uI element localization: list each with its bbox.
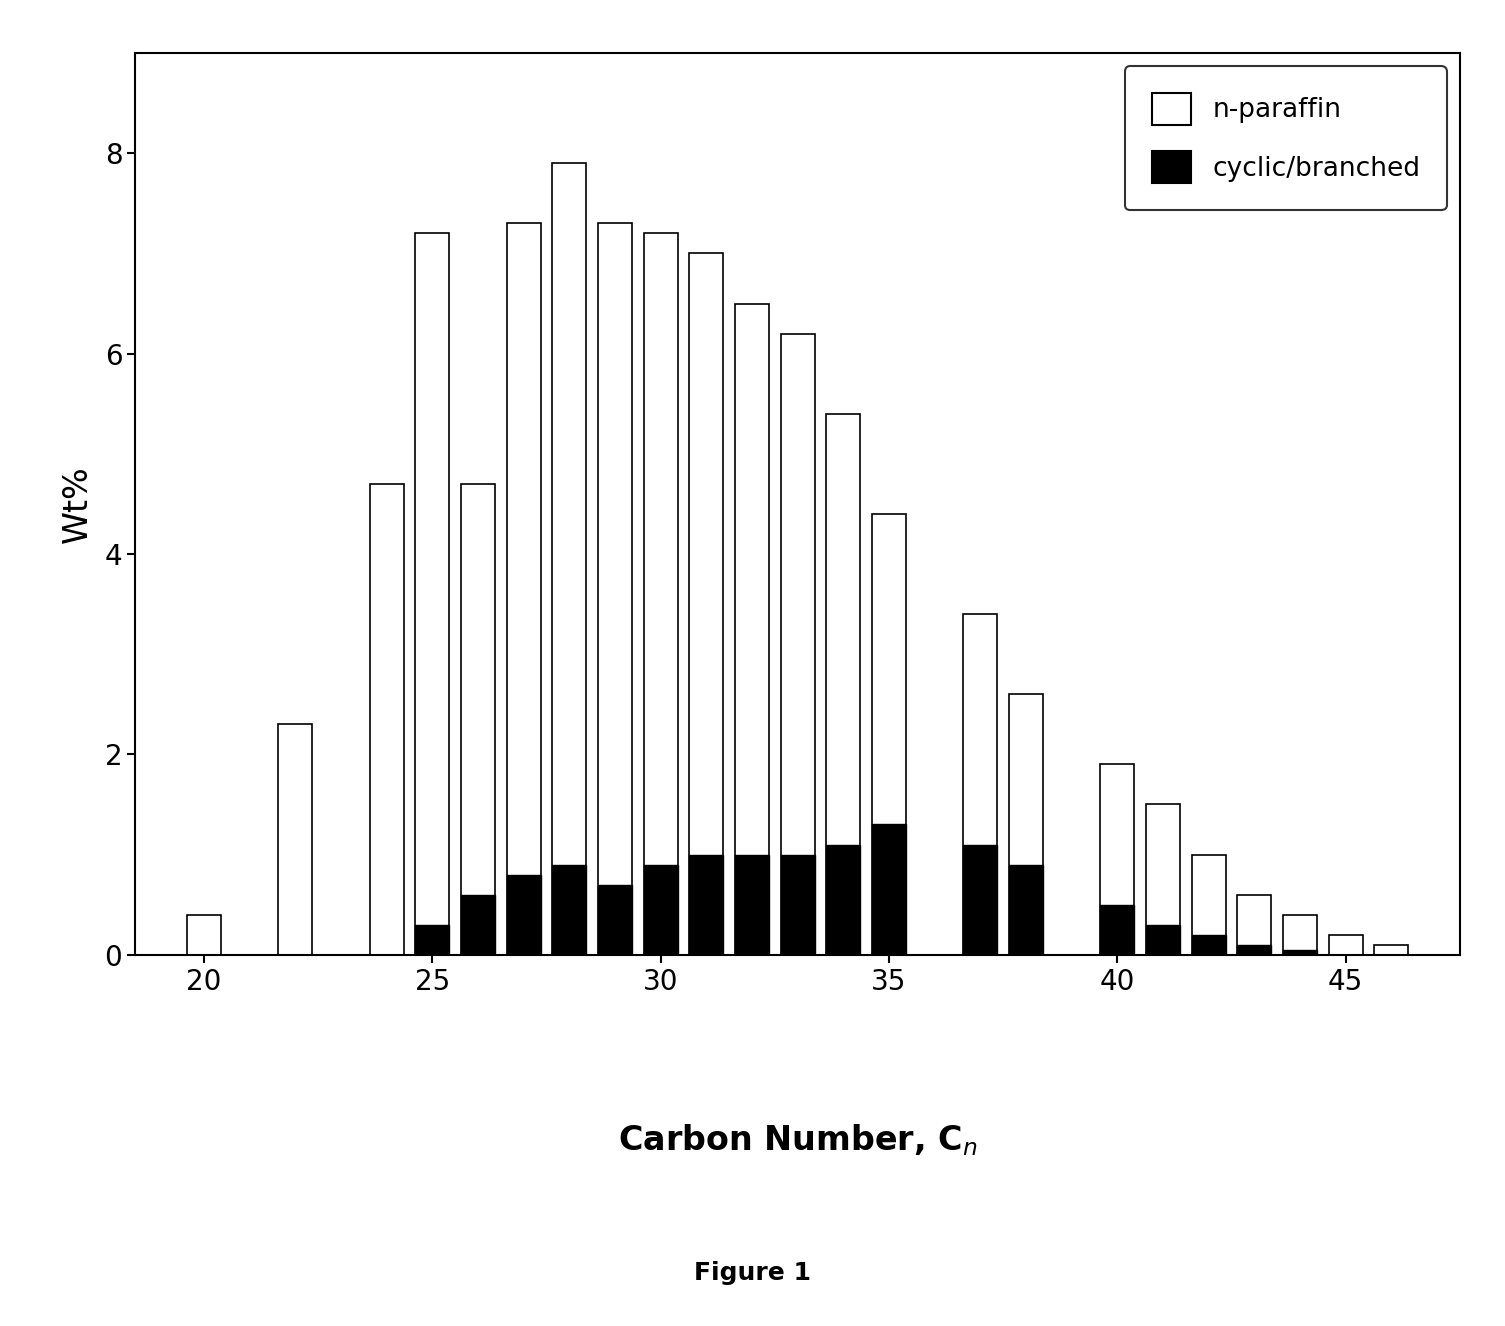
Bar (415, 924, 450, 955)
Bar (1329, 935, 1364, 955)
Legend: n-paraffin, cyclic/branched: n-paraffin, cyclic/branched (1126, 66, 1446, 210)
Bar (1282, 915, 1317, 955)
Bar (1145, 805, 1180, 955)
Bar (1374, 944, 1409, 955)
Bar (689, 854, 724, 955)
Bar (1008, 865, 1043, 955)
Bar (507, 875, 540, 955)
Bar (1192, 935, 1225, 955)
Bar (689, 253, 724, 955)
Text: Figure 1: Figure 1 (694, 1261, 811, 1285)
Bar (826, 845, 861, 955)
Bar (461, 484, 495, 955)
Bar (963, 845, 998, 955)
Bar (644, 233, 677, 955)
Bar (826, 414, 861, 955)
Bar (507, 223, 540, 955)
Bar (415, 233, 450, 955)
Bar (734, 304, 769, 955)
Bar (1100, 904, 1135, 955)
Bar (278, 724, 313, 955)
Bar (781, 854, 814, 955)
Bar (644, 865, 677, 955)
Bar (552, 163, 587, 955)
Bar (871, 825, 906, 955)
Bar (597, 223, 632, 955)
Bar (1282, 949, 1317, 955)
Bar (1237, 944, 1272, 955)
Y-axis label: Wt%: Wt% (60, 465, 93, 542)
Bar (461, 895, 495, 955)
Bar (1145, 924, 1180, 955)
Bar (963, 614, 998, 955)
Bar (552, 865, 587, 955)
Bar (187, 915, 221, 955)
Bar (781, 334, 814, 955)
Bar (871, 514, 906, 955)
Bar (370, 484, 403, 955)
Bar (1192, 854, 1225, 955)
Bar (597, 884, 632, 955)
Bar (1100, 764, 1135, 955)
Bar (1008, 695, 1043, 955)
Bar (1237, 895, 1272, 955)
Text: Carbon Number, C$_n$: Carbon Number, C$_n$ (619, 1123, 977, 1158)
Bar (734, 854, 769, 955)
